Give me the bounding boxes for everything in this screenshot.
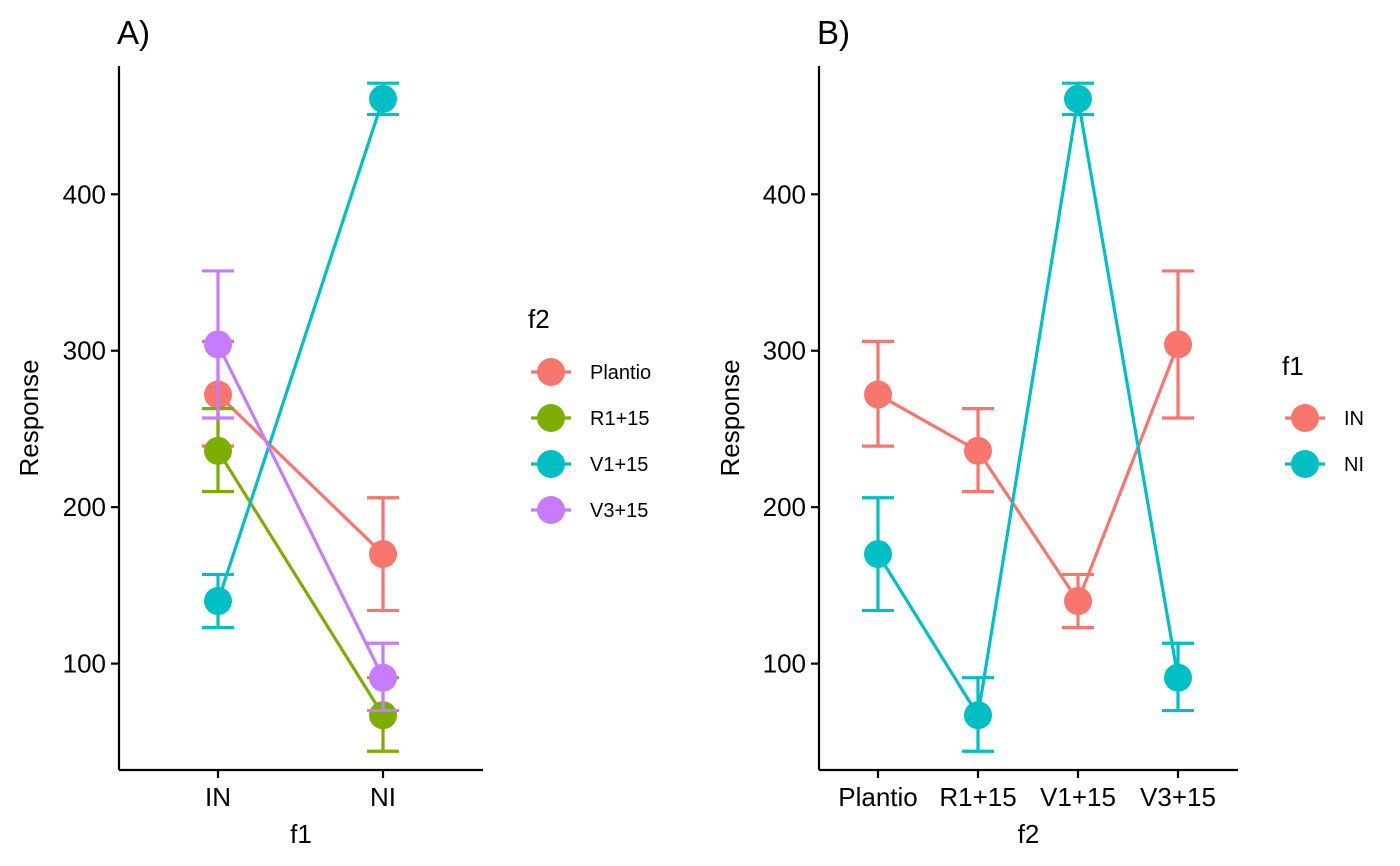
x-tick-label: Plantio xyxy=(838,782,918,812)
legend-item: NI xyxy=(1285,450,1364,478)
data-point xyxy=(864,540,892,569)
legend-key-point xyxy=(1291,450,1319,478)
data-point xyxy=(369,84,397,113)
y-tick-label: 100 xyxy=(63,649,106,679)
panel-b: B) 100 200 300 400 Plantio R1+15 V1+15 V3+15 Resp… xyxy=(715,14,1364,849)
x-tick-label: V1+15 xyxy=(1040,782,1116,812)
series xyxy=(202,407,399,753)
legend-label: V1+15 xyxy=(590,454,648,476)
series-line xyxy=(876,97,1180,717)
data-point xyxy=(369,701,397,730)
legend: f1 IN NI xyxy=(1282,351,1364,478)
series xyxy=(202,81,399,630)
legend-item: R1+15 xyxy=(531,404,650,432)
legend-label: IN xyxy=(1344,408,1364,430)
series-line xyxy=(216,98,385,602)
legend-key-point xyxy=(1291,404,1319,432)
series-line xyxy=(216,343,385,679)
legend-key-point xyxy=(537,496,565,524)
y-tick-label: 200 xyxy=(763,492,806,522)
series-line xyxy=(216,393,385,556)
legend-label: Plantio xyxy=(590,362,651,384)
data-point xyxy=(204,587,232,616)
data-point xyxy=(369,663,397,692)
y-tick-label: 400 xyxy=(63,179,106,209)
series xyxy=(202,339,399,613)
data-point xyxy=(204,436,232,465)
panel-a: A) 100 200 300 400 IN NI Response f1 f2 Plantio R1+… xyxy=(14,14,651,849)
series xyxy=(862,81,1194,753)
series xyxy=(862,269,1194,630)
y-tick-label: 100 xyxy=(763,649,806,679)
legend-title: f1 xyxy=(1282,351,1304,381)
legend-title: f2 xyxy=(528,304,550,334)
data-point xyxy=(369,540,397,569)
data-point xyxy=(1064,84,1092,113)
x-tick-label: V3+15 xyxy=(1140,782,1216,812)
data-point xyxy=(864,380,892,409)
legend-label: R1+15 xyxy=(590,408,650,430)
y-tick-label: 300 xyxy=(63,336,106,366)
legend-item: IN xyxy=(1285,404,1364,432)
data-point xyxy=(964,436,992,465)
x-tick-label: R1+15 xyxy=(939,782,1016,812)
x-tick-label: NI xyxy=(370,782,396,812)
legend-label: V3+15 xyxy=(590,500,648,522)
y-axis-title: Response xyxy=(14,359,44,476)
data-point xyxy=(1064,587,1092,616)
data-point xyxy=(204,330,232,359)
x-tick-label: IN xyxy=(205,782,231,812)
legend-item: V3+15 xyxy=(531,496,648,524)
plot-area xyxy=(202,81,399,753)
data-point xyxy=(964,701,992,730)
data-point xyxy=(1164,663,1192,692)
legend-item: V1+15 xyxy=(531,450,648,478)
x-axis-title: f2 xyxy=(1018,819,1040,849)
legend-label: NI xyxy=(1344,454,1364,476)
legend-key-point xyxy=(537,404,565,432)
panel-label: A) xyxy=(117,14,150,51)
y-tick-label: 300 xyxy=(763,336,806,366)
y-tick-label: 200 xyxy=(63,492,106,522)
legend-key-point xyxy=(537,450,565,478)
legend: f2 Plantio R1+15 V1+15 V3+15 xyxy=(528,304,651,524)
series-line xyxy=(877,343,1180,603)
y-axis-title: Response xyxy=(715,359,745,476)
y-tick-label: 400 xyxy=(763,179,806,209)
legend-key-point xyxy=(537,358,565,386)
plot-area xyxy=(862,81,1194,753)
x-axis-title: f1 xyxy=(290,819,312,849)
series xyxy=(202,269,399,713)
panel-label: B) xyxy=(817,14,850,51)
legend-item: Plantio xyxy=(531,358,651,386)
data-point xyxy=(1164,330,1192,359)
series-line xyxy=(216,450,385,717)
